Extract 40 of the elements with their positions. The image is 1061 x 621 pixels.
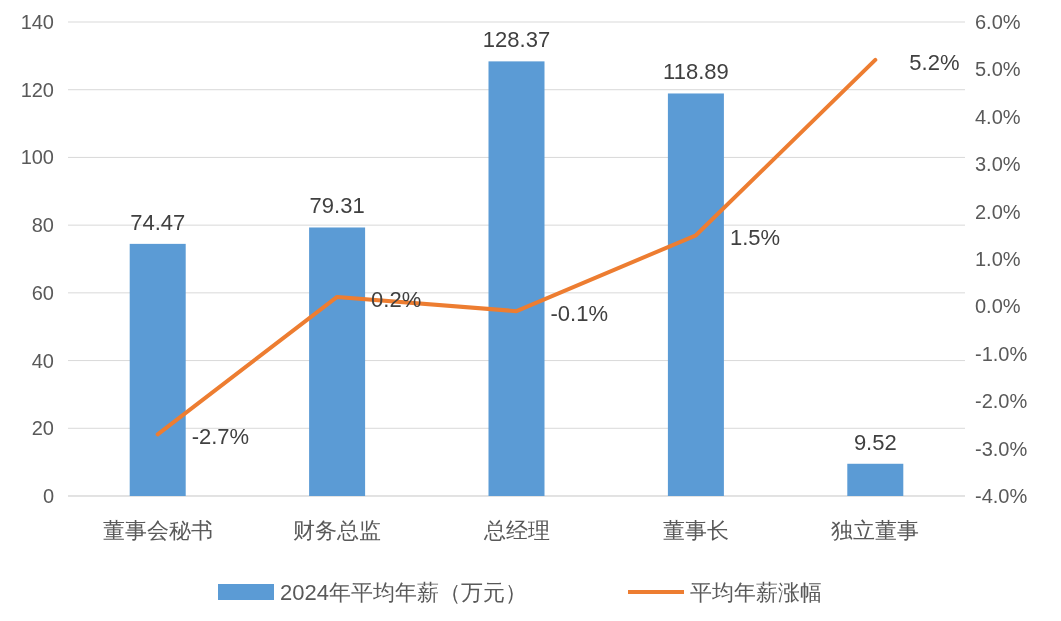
data-label: 5.2% [909,49,960,75]
data-label: 79.31 [309,193,365,219]
bar [309,227,366,496]
y2-tick-label: 6.0% [975,11,1021,33]
bar [129,243,186,496]
x-tick-label: 董事会秘书 [102,518,213,543]
data-label: -0.1% [550,301,608,327]
y2-tick-label: -2.0% [975,390,1028,413]
y2-tick-label: -4.0% [975,485,1028,507]
y2-tick-label: 5.0% [975,58,1021,81]
data-label: 1.5% [729,225,781,251]
bar [667,93,724,496]
y2-tick-label: 1.0% [975,248,1021,270]
legend-label: 2024年平均年薪（万元） [280,580,527,605]
legend-label: 平均年薪涨幅 [690,580,822,605]
y-tick-label: 140 [20,11,54,33]
data-label: -2.7% [191,424,250,450]
y-tick-label: 100 [20,146,54,169]
y2-tick-label: 2.0% [975,200,1021,223]
x-tick-label: 财务总监 [293,518,382,543]
y-tick-label: 0 [42,485,54,507]
y-tick-label: 40 [31,349,54,372]
y2-tick-label: -3.0% [975,437,1028,460]
y-tick-label: 20 [31,417,54,440]
data-label: 128.37 [482,27,551,53]
x-tick-label: 总经理 [482,518,550,543]
y2-tick-label: 0.0% [975,295,1021,318]
bar [847,463,904,496]
y-tick-label: 60 [31,281,54,304]
bar [488,61,545,496]
y-tick-label: 120 [20,78,54,101]
y-tick-label: 80 [31,214,54,237]
data-label: 9.52 [853,429,897,455]
x-tick-label: 独立董事 [831,518,920,543]
y2-tick-label: 4.0% [975,105,1021,128]
x-tick-label: 董事长 [662,518,729,543]
y2-tick-label: -1.0% [975,342,1028,365]
data-label: 118.89 [663,59,729,85]
y2-tick-label: 3.0% [975,153,1021,176]
data-label: 74.47 [130,209,186,235]
